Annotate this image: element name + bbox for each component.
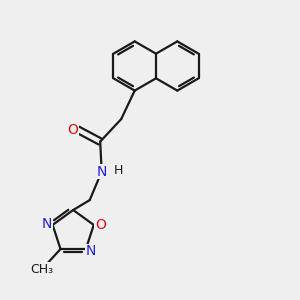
Text: CH₃: CH₃ [31, 263, 54, 276]
Text: N: N [97, 165, 107, 178]
Text: N: N [42, 217, 52, 231]
Text: O: O [68, 123, 78, 136]
Text: H: H [113, 164, 123, 177]
Text: N: N [86, 244, 97, 259]
Text: O: O [95, 218, 106, 232]
